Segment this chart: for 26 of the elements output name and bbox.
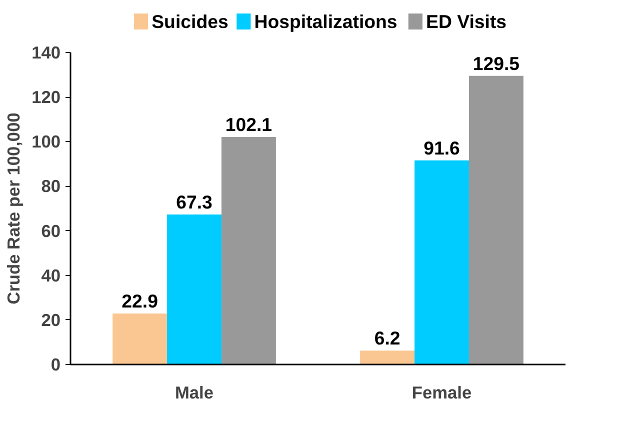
y-tick-label: 120	[32, 87, 61, 108]
bar	[360, 350, 415, 364]
bar	[468, 76, 524, 364]
y-tick-label: 0	[50, 354, 61, 374]
y-tick-label: 80	[41, 176, 61, 196]
data-label: 102.1	[225, 114, 272, 135]
legend-label: Suicides	[152, 11, 228, 32]
x-tick-label: Female	[412, 382, 472, 402]
data-label: 6.2	[374, 328, 400, 349]
bar	[414, 160, 469, 364]
y-tick-label: 140	[32, 42, 61, 62]
bar	[112, 313, 168, 364]
bar	[167, 214, 222, 364]
y-axis-title: Crude Rate per 100,000	[4, 112, 24, 304]
bar	[221, 136, 276, 364]
legend-label: Hospitalizations	[254, 11, 398, 32]
y-tick-label: 40	[41, 265, 61, 286]
data-label: 129.5	[472, 52, 520, 74]
y-tick-label: 20	[41, 310, 61, 330]
y-tick-label: 100	[32, 132, 61, 152]
legend-label: ED Visits	[426, 11, 507, 32]
x-tick-label: Male	[174, 382, 214, 402]
data-label: 22.9	[122, 290, 158, 312]
data-label: 67.3	[176, 192, 212, 213]
data-label: 91.6	[424, 137, 460, 158]
y-tick-label: 60	[41, 220, 61, 241]
